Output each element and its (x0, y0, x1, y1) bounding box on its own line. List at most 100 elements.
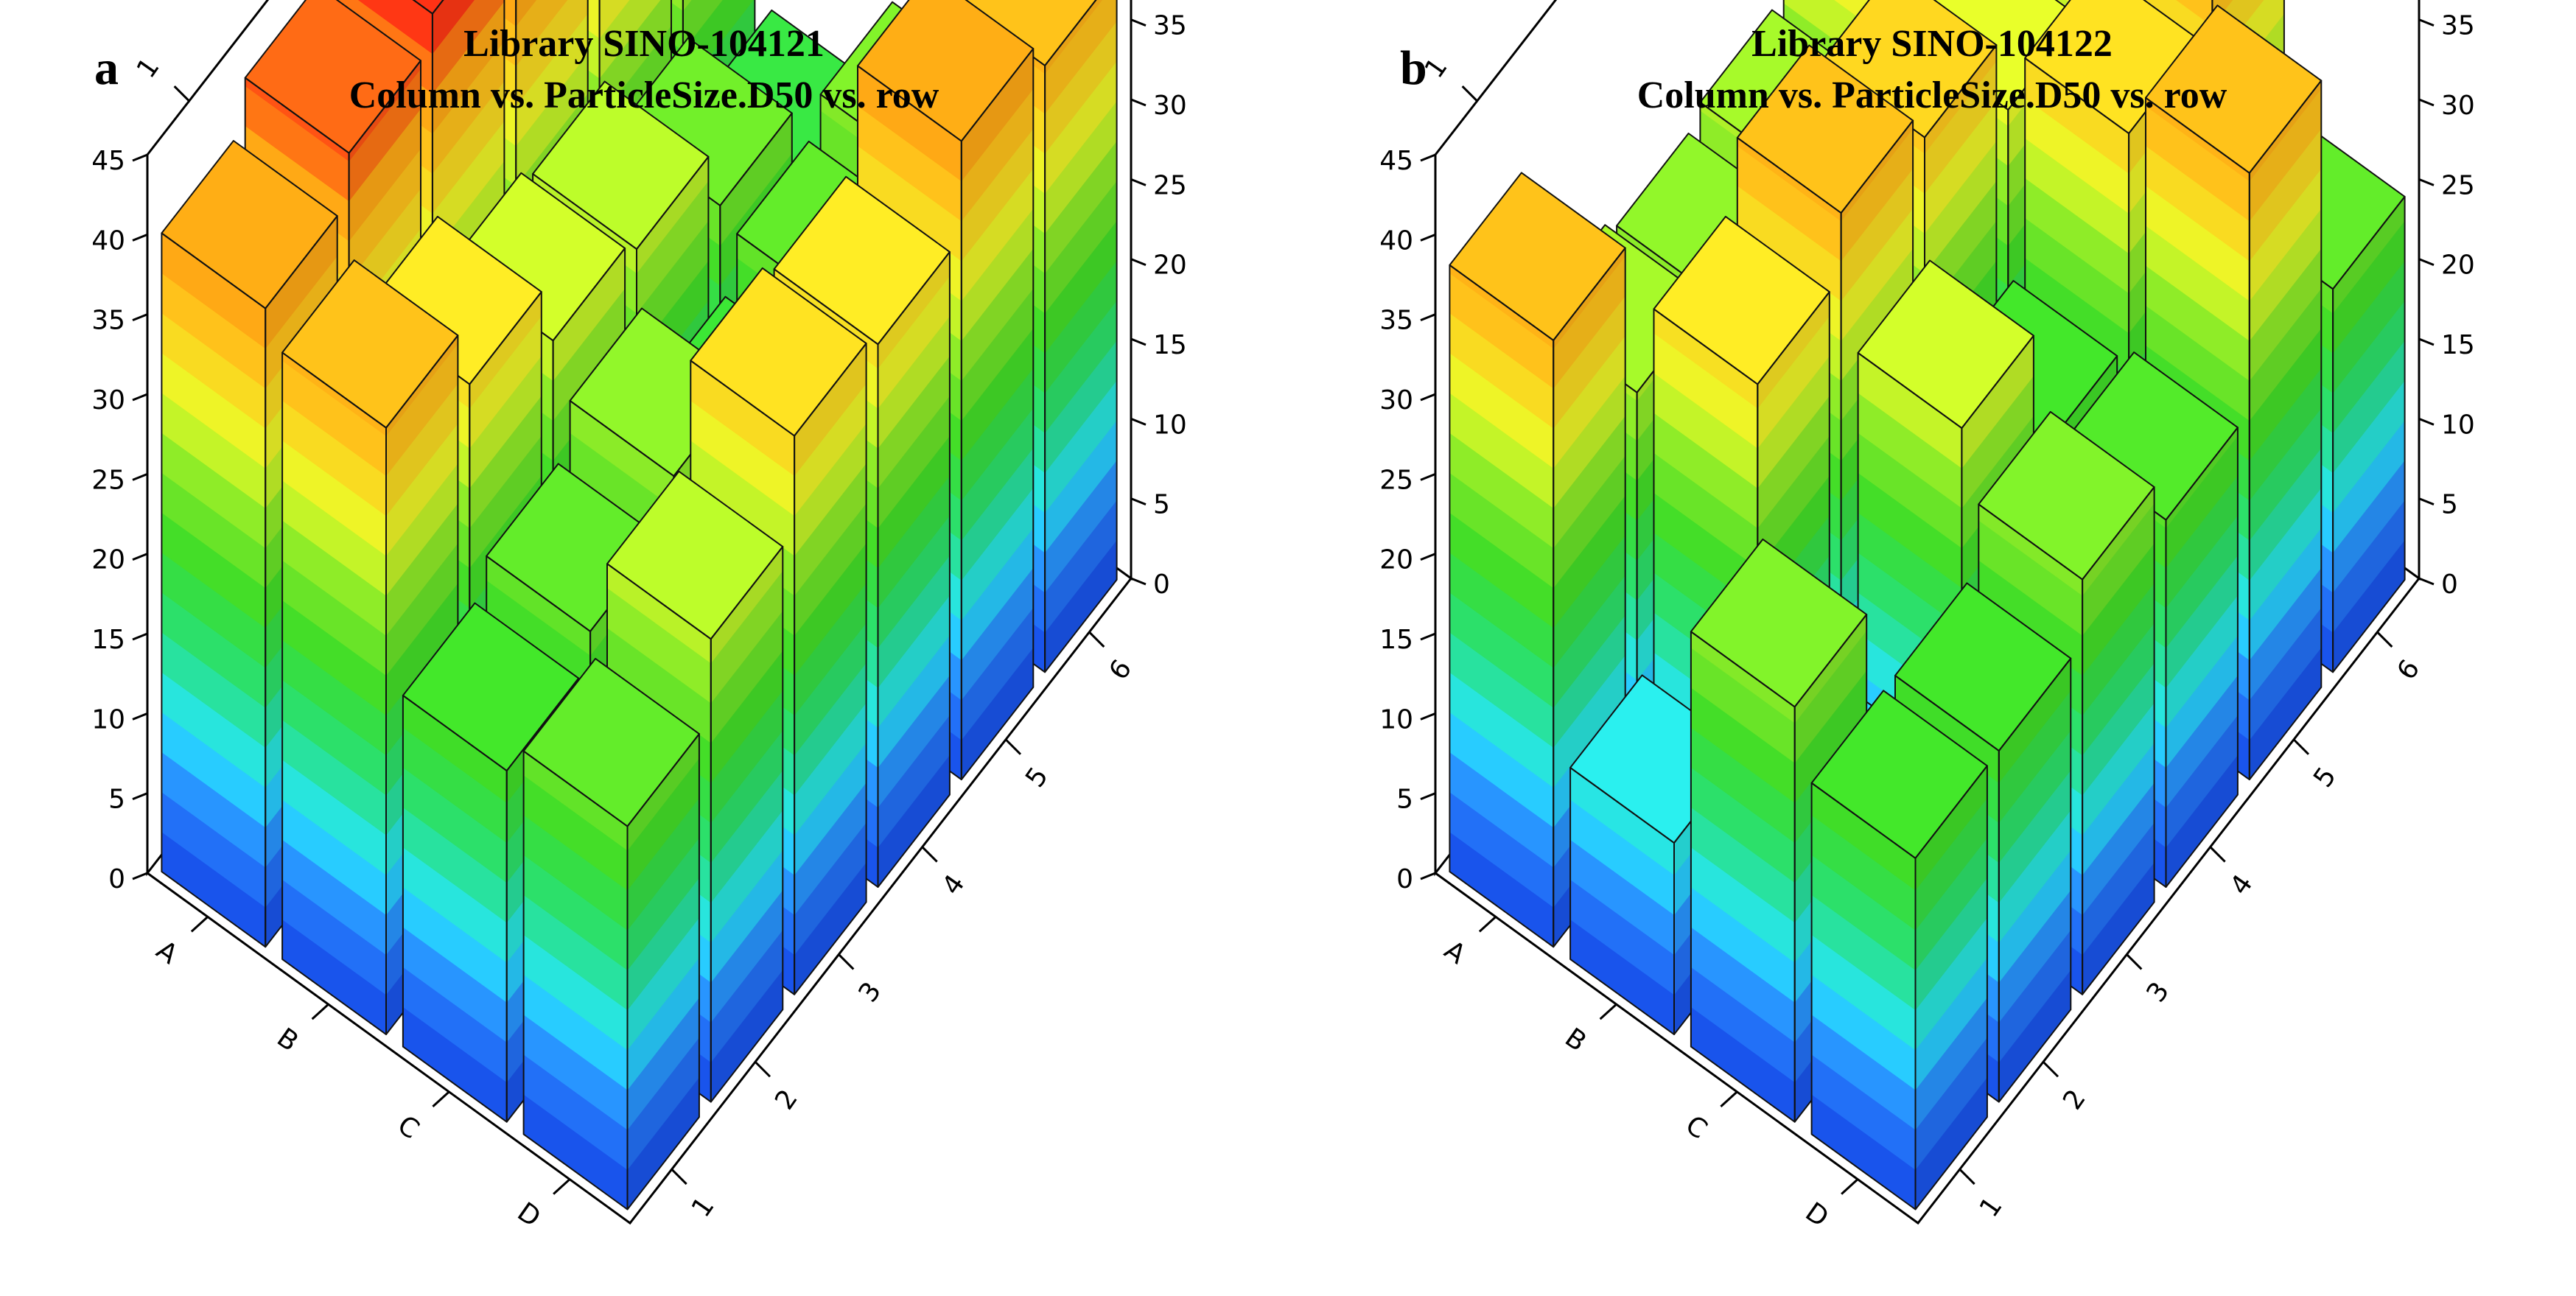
column-tick-label: B (1559, 1023, 1592, 1058)
row-tick-label: 3 (2141, 977, 2176, 1008)
row-tick-label: 6 (1104, 654, 1138, 685)
bars (161, 0, 1118, 1211)
z-tick-left (1420, 872, 1436, 880)
z-tick-label-right: 30 (2441, 91, 2475, 121)
z-tick-right (1130, 258, 1147, 267)
row-tick-label: 6 (2392, 654, 2426, 685)
row-tick-top (173, 85, 190, 102)
z-tick-label-right: 5 (2441, 490, 2458, 520)
column-tick (1478, 916, 1497, 933)
row-tick-label: 2 (769, 1085, 804, 1115)
z-tick-label-left: 20 (91, 545, 125, 575)
row-tick (2209, 846, 2226, 863)
column-tick-label: B (271, 1023, 304, 1058)
z-tick-left (132, 393, 148, 402)
z-tick-right (1130, 417, 1147, 426)
row-tick (2376, 631, 2393, 648)
z-tick-right (2418, 98, 2435, 107)
z-tick-left (132, 233, 148, 242)
row-tick-label: 4 (937, 869, 971, 900)
panel-label: a (94, 41, 119, 95)
z-tick-label-left: 25 (1379, 465, 1413, 495)
column-tick (432, 1090, 450, 1107)
column-tick-label: C (392, 1110, 424, 1145)
chart-title-line1: Library SINO-104121 (463, 23, 825, 65)
z-tick-left (1420, 792, 1436, 801)
z-tick-label-left: 15 (1379, 625, 1413, 655)
row-tick (754, 1061, 771, 1078)
z-tick-left (1420, 712, 1436, 721)
z-tick-label-left: 20 (1379, 545, 1413, 575)
z-tick-label-right: 25 (2441, 170, 2475, 200)
column-tick-label: A (151, 935, 183, 970)
z-tick-left (132, 632, 148, 641)
z-tick-left (132, 472, 148, 481)
z-tick-left (1420, 313, 1436, 322)
chart-panel-b: 005510101515202025253030353540404545AABB… (1288, 0, 2576, 1296)
bars (1449, 0, 2406, 1211)
z-tick-label-right: 10 (2441, 410, 2475, 440)
chart-panel-a: 005510101515202025253030353540404545AABB… (91, 0, 1187, 1233)
z-tick-right (1130, 178, 1147, 186)
z-tick-label-right: 35 (1153, 11, 1187, 41)
row-tick (1959, 1169, 1975, 1185)
z-tick-label-right: 0 (2441, 570, 2458, 600)
row-tick (1088, 631, 1105, 648)
z-tick-left (132, 153, 148, 162)
row-tick-label: 2 (2057, 1085, 2092, 1115)
z-tick-left (1420, 472, 1436, 481)
z-tick-label-left: 40 (1379, 225, 1413, 256)
column-tick-label: C (1680, 1110, 1712, 1145)
z-tick-left (1420, 553, 1436, 561)
z-tick-label-right: 15 (1153, 330, 1187, 360)
bar-A1 (1449, 172, 1626, 948)
z-tick-right (2418, 417, 2435, 426)
z-tick-right (2418, 178, 2435, 186)
z-tick-label-left: 35 (1379, 306, 1413, 336)
row-tick-label: 1 (1974, 1191, 2009, 1222)
column-tick-label: A (1439, 935, 1471, 970)
row-tick (671, 1169, 687, 1185)
bar3d-chart-a: 005510101515202025253030353540404545AABB… (91, 0, 1187, 1233)
column-tick-label: D (512, 1197, 546, 1233)
panel-label: b (1400, 41, 1427, 95)
column-tick (553, 1178, 571, 1195)
z-tick-right (1130, 337, 1147, 346)
z-tick-left (1420, 632, 1436, 641)
row-tick-label: 1 (686, 1191, 721, 1222)
z-tick-label-right: 20 (1153, 251, 1187, 281)
z-tick-label-right: 5 (1153, 490, 1170, 520)
z-tick-label-right: 25 (1153, 170, 1187, 200)
z-tick-label-right: 10 (1153, 410, 1187, 440)
z-tick-left (132, 712, 148, 721)
z-tick-right (2418, 497, 2435, 506)
column-tick (1720, 1090, 1738, 1107)
z-tick-right (2418, 577, 2435, 586)
column-tick (190, 916, 209, 933)
z-tick-label-left: 15 (91, 625, 125, 655)
row-tick-label: 3 (853, 977, 888, 1008)
bar3d-chart-b: 005510101515202025253030353540404545AABB… (1379, 0, 2475, 1233)
z-tick-label-left: 10 (1379, 704, 1413, 735)
z-tick-left (1420, 153, 1436, 162)
chart-title-line2: Column vs. ParticleSize.D50 vs. row (1637, 74, 2227, 116)
z-tick-label-left: 25 (91, 465, 125, 495)
row-tick (838, 953, 855, 970)
row-tick-label: 5 (1020, 762, 1054, 793)
z-tick-right (2418, 337, 2435, 346)
chart-title-line2: Column vs. ParticleSize.D50 vs. row (349, 74, 939, 116)
z-tick-left (132, 313, 148, 322)
z-tick-left (132, 553, 148, 561)
z-tick-label-left: 45 (91, 146, 125, 176)
z-tick-label-left: 30 (91, 385, 125, 416)
column-tick-label: D (1800, 1197, 1834, 1233)
row-tick (1004, 738, 1022, 755)
z-tick-left (132, 872, 148, 880)
column-tick (1841, 1178, 1859, 1195)
z-tick-right (2418, 18, 2435, 27)
row-tick (2126, 953, 2143, 970)
row-tick (2292, 738, 2310, 755)
z-tick-right (1130, 497, 1147, 506)
z-tick-left (1420, 233, 1436, 242)
z-tick-left (132, 792, 148, 801)
